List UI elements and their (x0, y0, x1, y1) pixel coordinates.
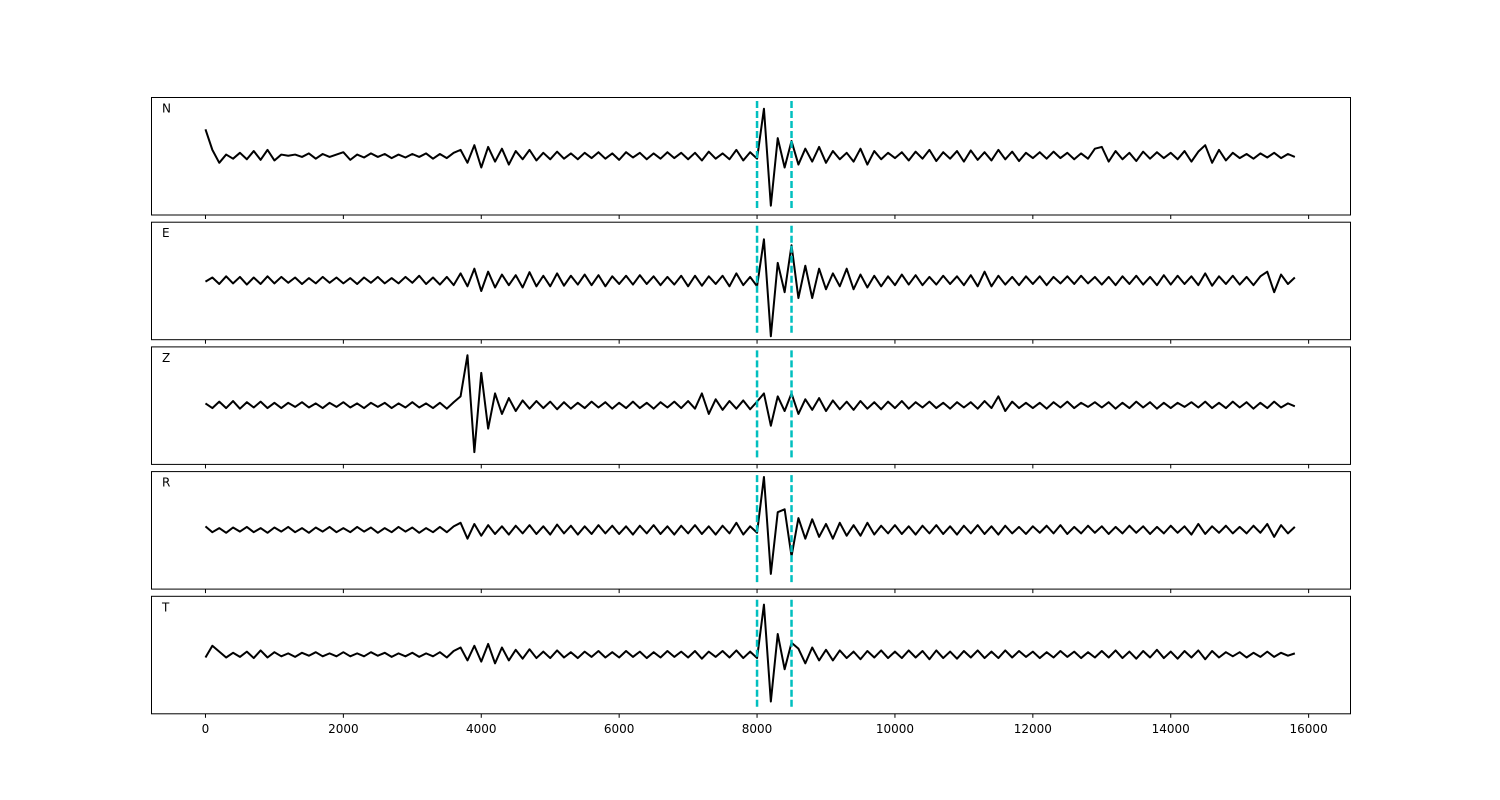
panel-label: R (162, 476, 170, 490)
x-tick-label: 6000 (604, 722, 635, 736)
panel (151, 221, 1351, 341)
panel-label: T (161, 600, 170, 614)
x-tick-label: 16000 (1290, 722, 1328, 736)
panel (151, 97, 1351, 216)
trace (204, 238, 1296, 338)
x-tick-label: 14000 (1152, 722, 1190, 736)
trace (204, 354, 1296, 454)
x-tick-label: 0 (202, 722, 210, 736)
panel-label: N (162, 102, 171, 116)
panel (151, 471, 1351, 590)
trace (204, 475, 1296, 575)
panel (151, 595, 1351, 715)
trace (204, 107, 1296, 207)
panel-label: Z (162, 351, 170, 365)
x-tick-label: 8000 (742, 722, 773, 736)
panel (151, 346, 1351, 465)
x-tick-label: 4000 (466, 722, 497, 736)
x-tick-label: 12000 (1014, 722, 1052, 736)
trace (204, 603, 1296, 703)
x-tick-label: 10000 (876, 722, 914, 736)
x-tick-label: 2000 (328, 722, 359, 736)
panel-label: E (162, 226, 170, 240)
